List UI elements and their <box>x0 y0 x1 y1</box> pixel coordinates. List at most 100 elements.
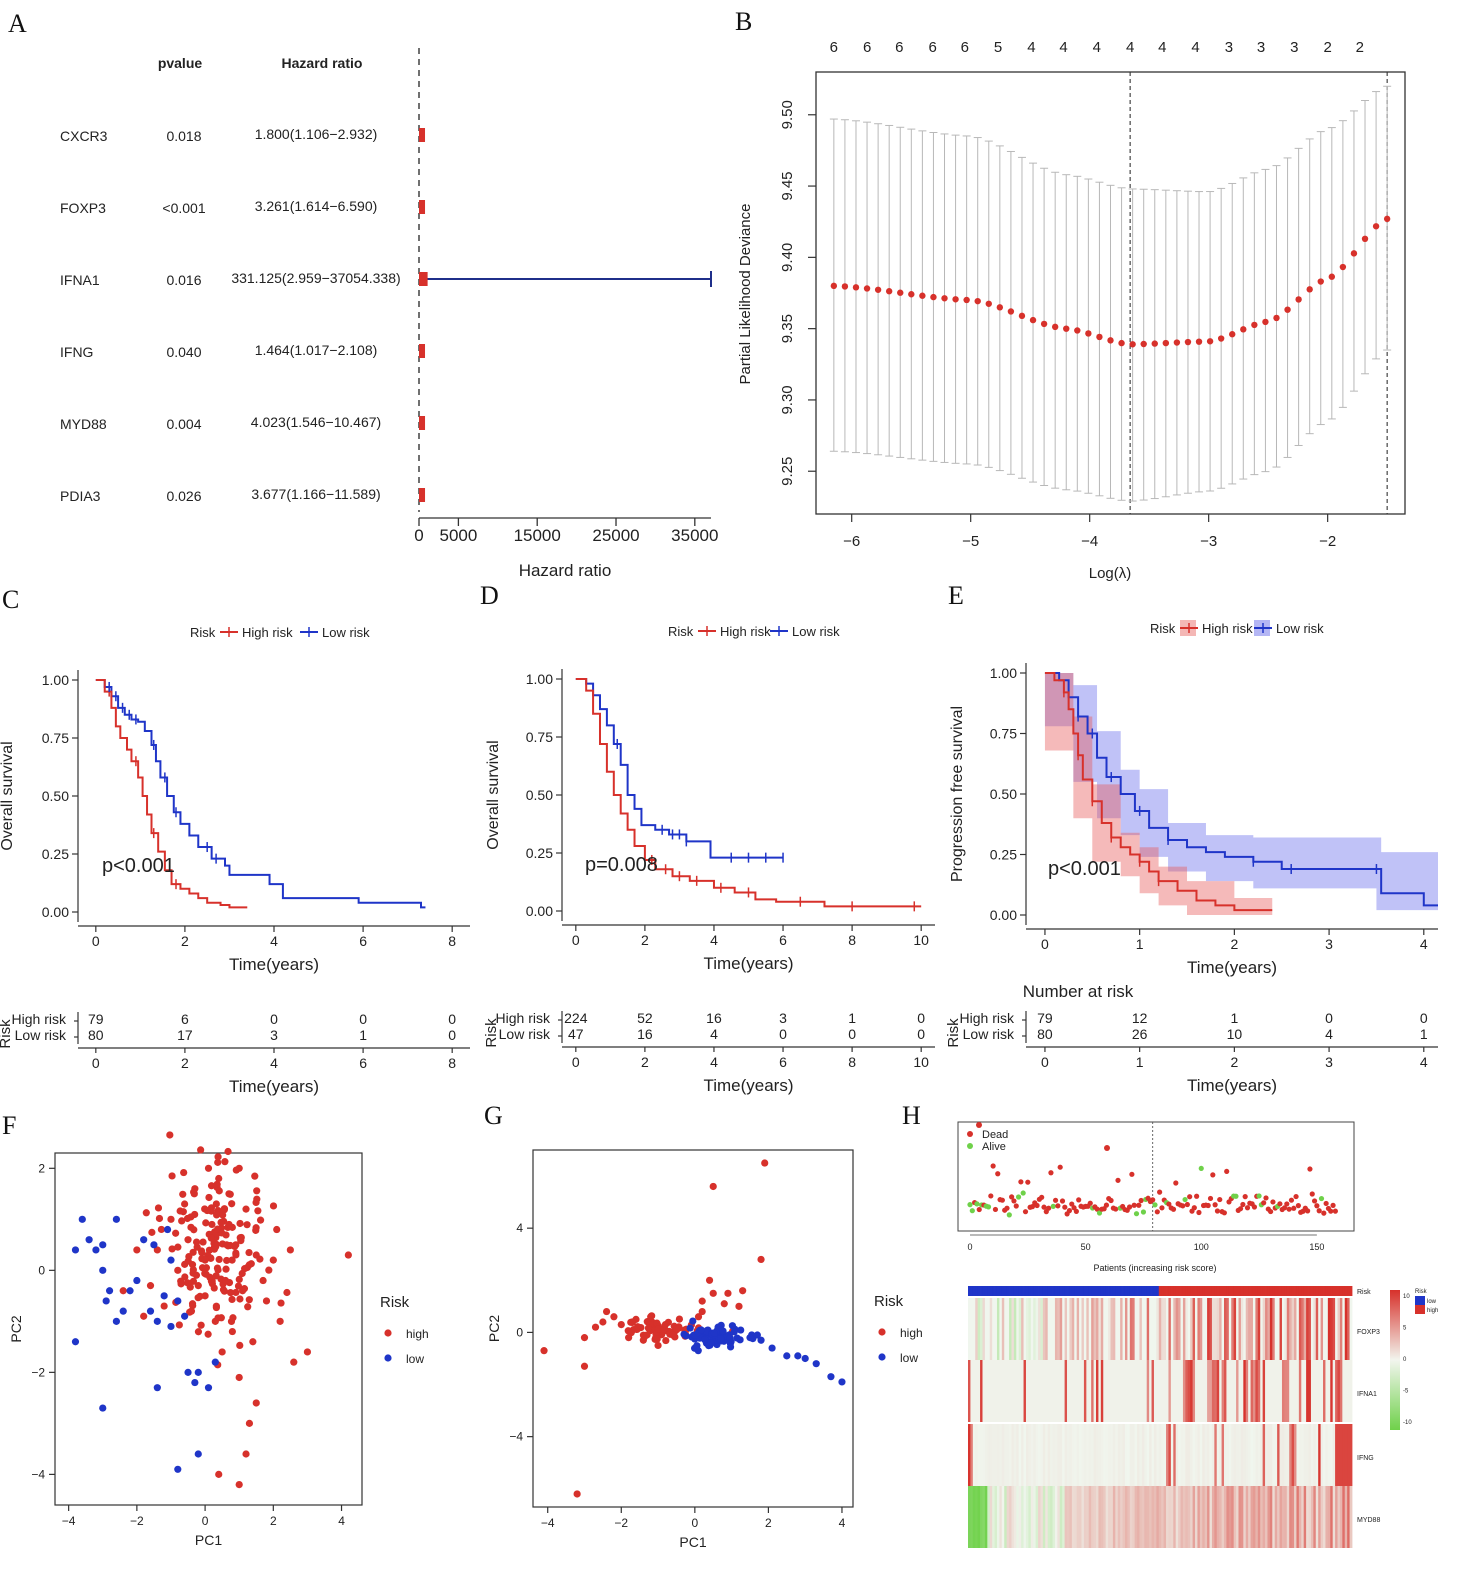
heatmap-cell <box>1047 1298 1051 1360</box>
heatmap-cell <box>1296 1298 1300 1360</box>
heatmap-risk-cell <box>1207 1286 1210 1296</box>
forest-pvalue: 0.016 <box>166 272 201 288</box>
heatmap-cell <box>970 1360 974 1422</box>
heatmap-cell <box>1286 1360 1290 1422</box>
heatmap-cell <box>1146 1360 1150 1422</box>
heatmap-risk-cell <box>992 1286 995 1296</box>
lasso-point <box>1383 215 1391 223</box>
heatmap-cell <box>1248 1360 1251 1422</box>
heatmap-cell <box>989 1424 993 1486</box>
pca-point-high <box>197 1321 205 1329</box>
heatmap-risk-cell <box>1197 1286 1201 1296</box>
pca-x-tick-label: 4 <box>839 1516 846 1530</box>
heatmap-cell <box>1013 1424 1017 1486</box>
heatmap-cell <box>1347 1486 1350 1548</box>
pca-point-high <box>146 1282 155 1290</box>
heatmap-cell <box>1052 1486 1056 1548</box>
km-risk-table-low-label: Low risk <box>499 1026 551 1042</box>
heatmap-risk-cell <box>1139 1286 1143 1296</box>
pca-point-high <box>228 1327 236 1336</box>
pca-point-high <box>201 1292 209 1300</box>
heatmap-risk-cell <box>996 1286 1000 1296</box>
heatmap-cell <box>1238 1486 1242 1548</box>
lasso-point <box>1240 326 1247 333</box>
heatmap-risk-cell <box>980 1286 983 1296</box>
heatmap-cell <box>1281 1298 1285 1360</box>
status-point-alive <box>969 1208 975 1214</box>
heatmap-cell <box>1009 1360 1012 1422</box>
heatmap-cell <box>1337 1424 1341 1486</box>
heatmap-cell <box>1112 1360 1116 1422</box>
heatmap-row-label: IFNG <box>1357 1455 1374 1462</box>
heatmap-cell <box>1018 1424 1022 1486</box>
heatmap-risk-cell <box>1202 1286 1206 1296</box>
heatmap-cell <box>1296 1360 1300 1422</box>
status-point-dead <box>1263 1195 1269 1201</box>
km-y-label: Overall survival <box>485 740 502 849</box>
heatmap-cell <box>1033 1486 1037 1548</box>
heatmap-cell <box>1180 1424 1184 1486</box>
heatmap-cell <box>1144 1424 1148 1486</box>
pca-point-high <box>218 1348 226 1356</box>
heatmap-cell <box>1178 1360 1181 1422</box>
heatmap-cell <box>1035 1360 1039 1422</box>
km-y-tick-label: 1.00 <box>42 672 69 688</box>
heatmap-risk-cell <box>1260 1286 1264 1296</box>
heatmap-cell <box>1025 1486 1029 1548</box>
heatmap-cell <box>1033 1360 1037 1422</box>
heatmap-cell <box>1120 1298 1123 1360</box>
km-risk-table-x-tick-label: 4 <box>710 1054 718 1070</box>
km-y-tick-label: 0.00 <box>990 907 1017 923</box>
status-point-dead <box>1270 1199 1276 1205</box>
heatmap-risk-cell <box>1185 1286 1189 1296</box>
pca-point-high <box>653 1335 661 1343</box>
km-risk-count-low: 1 <box>1420 1026 1428 1042</box>
pca-point-high <box>142 1209 150 1217</box>
heatmap-cell <box>1175 1424 1179 1486</box>
status-point-alive <box>1256 1193 1262 1199</box>
forest-hr-marker <box>419 272 428 286</box>
heatmap-cell <box>1110 1424 1114 1486</box>
status-point-alive <box>1182 1196 1188 1203</box>
km-risk-table-x-tick-label: 2 <box>181 1055 189 1071</box>
heatmap-cell <box>1071 1486 1075 1548</box>
heatmap-cell <box>1001 1360 1005 1422</box>
heatmap-cell <box>1067 1360 1070 1422</box>
heatmap-cell <box>1112 1298 1116 1360</box>
heatmap-cell <box>1047 1486 1051 1548</box>
heatmap-cell <box>1081 1298 1085 1360</box>
heatmap-cell <box>1122 1298 1126 1360</box>
heatmap-cell <box>982 1360 986 1422</box>
heatmap-cell <box>1025 1360 1029 1422</box>
heatmap-cell <box>1274 1424 1278 1486</box>
heatmap-cell <box>1175 1360 1179 1422</box>
heatmap-cell <box>1161 1486 1165 1548</box>
pca-x-tick-label: 2 <box>765 1516 772 1530</box>
heatmap-cell <box>1120 1424 1123 1486</box>
heatmap-cell <box>1199 1486 1203 1548</box>
heatmap-cell <box>984 1424 988 1486</box>
status-point-dead <box>1221 1210 1227 1216</box>
pca-point-low <box>753 1331 761 1339</box>
km-risk-table-high-label: High risk <box>12 1011 67 1027</box>
heatmap-cell <box>1286 1298 1290 1360</box>
pca-point-high <box>224 1147 232 1156</box>
heatmap-cell <box>1330 1486 1334 1548</box>
heatmap-risk-cell <box>1248 1286 1251 1296</box>
heatmap-cell <box>1233 1486 1237 1548</box>
pca-point-high <box>244 1303 252 1311</box>
lasso-point <box>1007 308 1015 315</box>
heatmap-cell <box>1112 1486 1116 1548</box>
pca-point-high <box>223 1256 231 1265</box>
heatmap-cell <box>1330 1298 1334 1360</box>
heatmap-cell <box>1074 1424 1078 1486</box>
heatmap-cell <box>1173 1298 1177 1360</box>
heatmap-risk-cell <box>1009 1286 1012 1296</box>
heatmap-cell <box>1187 1298 1191 1360</box>
lasso-point <box>1217 335 1225 342</box>
heatmap-cell <box>1298 1360 1302 1422</box>
pca-point-high <box>176 1207 184 1215</box>
km-risk-count-high: 1 <box>848 1010 856 1026</box>
heatmap-cell <box>1098 1360 1102 1422</box>
